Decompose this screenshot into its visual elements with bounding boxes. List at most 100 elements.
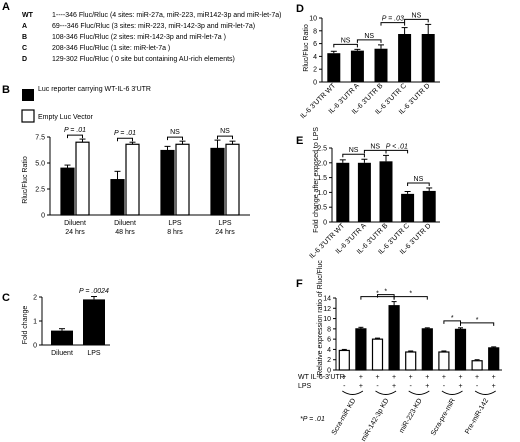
y-tick-label: 0 xyxy=(327,368,331,375)
construct-code: D xyxy=(22,56,27,63)
y-tick-label: 2.0 xyxy=(317,160,327,167)
significance-label: P = .0024 xyxy=(79,288,109,295)
significance-label: P < .01 xyxy=(386,143,408,150)
x-tick-label: LPS xyxy=(218,220,232,227)
group-label: miR-223-KD xyxy=(398,398,423,435)
wt-sign: + xyxy=(458,374,462,381)
x-tick-label: Diluent xyxy=(114,220,136,227)
x-tick-label: 24 hrs xyxy=(65,229,85,236)
y-axis-label: Fold change xyxy=(22,306,29,345)
panel-c-label: C xyxy=(2,292,10,304)
x-tick-label: 24 hrs xyxy=(215,229,235,236)
y-tick-label: 7.5 xyxy=(35,135,45,142)
bar xyxy=(471,360,483,371)
construct-row-wt: WT 1----346 Fluc/Rluc (4 sites: miR-27a,… xyxy=(22,12,282,19)
construct-description: 208-346 Fluc/Rluc (1 site: miR-let-7a ) xyxy=(52,45,170,52)
construct-row-c: C 208-346 Fluc/Rluc (1 site: miR-let-7a … xyxy=(22,45,170,52)
bar xyxy=(371,338,384,371)
lps-sign: + xyxy=(392,383,396,390)
wt-sign: + xyxy=(492,374,496,381)
bar xyxy=(421,328,433,371)
significance-label: * xyxy=(409,291,412,298)
wt-sign: + xyxy=(425,374,429,381)
significance-label: NS xyxy=(364,33,374,40)
bar xyxy=(379,161,393,222)
significance-bracket xyxy=(67,134,83,139)
bar xyxy=(488,347,500,371)
significance-label: NS xyxy=(170,129,180,136)
bar xyxy=(401,193,415,222)
significance-bracket xyxy=(117,137,133,142)
y-tick-label: 2 xyxy=(313,67,317,74)
row-label-lps: LPS xyxy=(298,383,312,390)
lps-sign: - xyxy=(443,383,446,390)
bar xyxy=(336,162,350,222)
y-tick-label: 6 xyxy=(327,337,331,344)
y-tick-label: 1 xyxy=(33,319,37,326)
legend-swatch-wt xyxy=(22,89,34,101)
lps-sign: - xyxy=(343,383,346,390)
x-tick-label: 8 hrs xyxy=(167,229,183,236)
panel-b-label: B xyxy=(2,84,10,96)
lps-sign: - xyxy=(476,383,479,390)
bar-wt xyxy=(160,149,175,216)
construct-row-b: B 108-346 Fluc/Rluc (2 sites: miR-142-3p… xyxy=(22,34,226,41)
bar-empty-vector xyxy=(125,143,140,216)
y-tick-label: 10 xyxy=(323,316,331,323)
significance-bracket xyxy=(356,39,382,43)
group-label: miR-142-3p KD xyxy=(360,398,390,442)
significance-bracket xyxy=(333,43,358,48)
bar-wt xyxy=(60,167,75,216)
bar xyxy=(388,305,400,371)
y-tick-label: 12 xyxy=(323,306,331,313)
x-tick-label: LPS xyxy=(87,350,101,357)
group-brace xyxy=(408,390,430,395)
y-tick-label: 1.5 xyxy=(317,175,327,182)
group-brace xyxy=(474,390,496,395)
y-tick-label: 14 xyxy=(323,296,331,303)
legend-swatch-empty xyxy=(21,109,35,123)
y-tick-label: 4 xyxy=(327,347,331,354)
significance-label: P = .01 xyxy=(64,127,86,134)
y-tick-label: 10 xyxy=(309,16,317,23)
wt-sign: + xyxy=(375,374,379,381)
significance-label: NS xyxy=(220,128,230,135)
significance-bracket xyxy=(342,153,365,158)
y-tick-label: 8 xyxy=(313,28,317,35)
y-tick-label: 1.0 xyxy=(317,190,327,197)
significance-label: NS xyxy=(370,143,380,150)
y-tick-label: 4 xyxy=(313,54,317,61)
significance-bracket xyxy=(385,149,409,154)
y-tick-label: 0 xyxy=(313,80,317,87)
y-tick-label: 2 xyxy=(33,295,37,302)
group-label: Pre-miR-142 xyxy=(464,397,490,435)
significance-label: * xyxy=(476,317,479,324)
wt-sign: + xyxy=(359,374,363,381)
bar xyxy=(398,34,412,82)
significance-label: P = .01 xyxy=(114,130,136,137)
significance-label: NS xyxy=(414,176,424,183)
panel-e-label: E xyxy=(296,135,303,147)
y-tick-label: 0 xyxy=(41,213,45,220)
significance-bracket xyxy=(167,136,183,141)
panel-c: C Fold change 0 1 2 Diluent LPS P = .0024 xyxy=(2,288,110,357)
significance-bracket xyxy=(380,22,406,26)
significance-bracket xyxy=(460,322,495,326)
bar xyxy=(454,328,467,371)
construct-row-a: A 69---346 Fluc/Rluc (3 sites: miR-223, … xyxy=(22,23,255,30)
significance-label: P = .03 xyxy=(382,16,404,23)
y-axis-label: Relative expression ratio of Rluc/Fluc xyxy=(317,260,324,376)
x-tick-label: Diluent xyxy=(64,220,86,227)
lps-sign: - xyxy=(376,383,379,390)
wt-sign: + xyxy=(409,374,413,381)
bar xyxy=(83,299,105,345)
significance-bracket xyxy=(217,135,233,140)
bar xyxy=(421,34,435,82)
group-brace xyxy=(342,390,364,395)
construct-description: 108-346 Fluc/Rluc (2 sites: miR-142-3p a… xyxy=(52,34,226,41)
lps-sign: + xyxy=(359,383,363,390)
y-tick-label: 6 xyxy=(313,41,317,48)
construct-code: B xyxy=(22,34,27,41)
group-brace xyxy=(441,390,463,395)
